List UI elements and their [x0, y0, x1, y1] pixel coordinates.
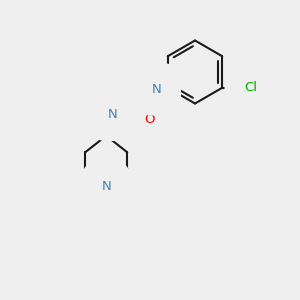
- Text: N: N: [101, 180, 111, 193]
- Text: H: H: [112, 107, 121, 117]
- Text: Cl: Cl: [244, 81, 257, 94]
- Text: O: O: [144, 113, 154, 126]
- Text: N: N: [107, 108, 117, 121]
- Text: H: H: [148, 82, 156, 92]
- Text: N: N: [152, 83, 161, 96]
